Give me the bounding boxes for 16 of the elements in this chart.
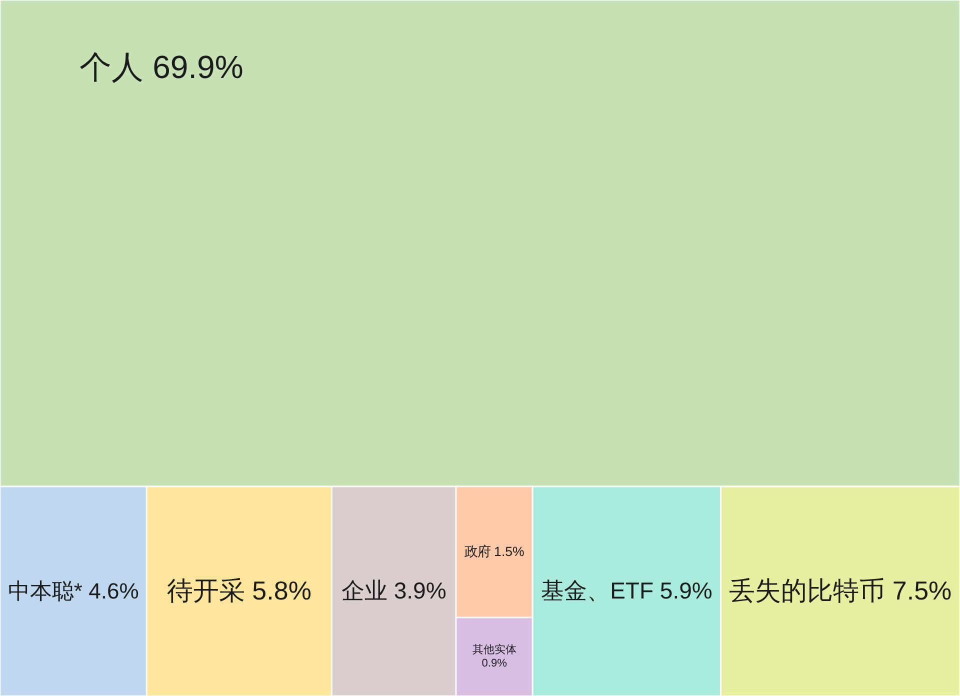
data-label: 5.8% bbox=[252, 575, 312, 606]
data-label: 1.5% bbox=[494, 544, 525, 559]
category-label: 基金、ETF bbox=[541, 577, 654, 604]
category-label: 个人 bbox=[80, 49, 144, 86]
data-label: 0.9% bbox=[482, 658, 508, 670]
data-label: 69.9% bbox=[152, 49, 244, 86]
category-label: 其他实体 bbox=[472, 642, 516, 656]
category-label: 中本聪* bbox=[8, 578, 83, 604]
data-label: 7.5% bbox=[892, 575, 952, 606]
category-label: 企业 bbox=[341, 577, 388, 604]
category-label: 待开采 bbox=[166, 575, 245, 606]
data-label: 3.9% bbox=[394, 577, 446, 604]
category-label: 丢失的比特币 bbox=[729, 575, 886, 606]
data-label: 4.6% bbox=[88, 578, 139, 604]
data-label: 5.9% bbox=[660, 577, 712, 604]
category-label: 政府 bbox=[464, 544, 490, 559]
